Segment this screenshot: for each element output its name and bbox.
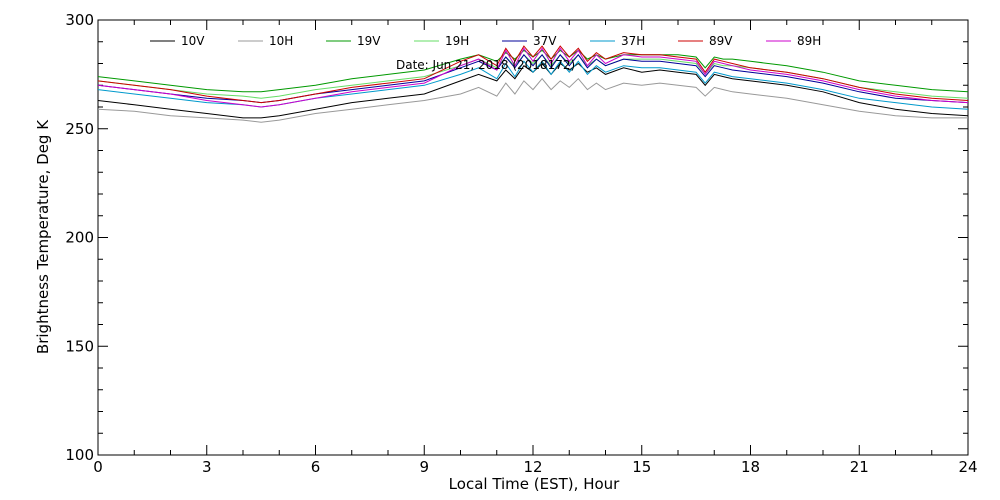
x-tick-label: 0 bbox=[93, 458, 103, 476]
legend-label-10h: 10H bbox=[269, 34, 293, 48]
date-annotation: Date: Jun 21, 2018 (2018172) bbox=[396, 58, 575, 72]
series-line-10h bbox=[97, 77, 968, 123]
y-tick-label: 200 bbox=[65, 229, 94, 247]
legend-label-19h: 19H bbox=[445, 34, 469, 48]
legend-label-10v: 10V bbox=[181, 34, 205, 48]
series-lines bbox=[97, 45, 969, 123]
x-tick-label: 6 bbox=[311, 458, 321, 476]
legend-label-89v: 89V bbox=[709, 34, 733, 48]
legend-label-19v: 19V bbox=[357, 34, 381, 48]
y-tick-label: 250 bbox=[65, 120, 94, 138]
x-tick-label: 15 bbox=[632, 458, 651, 476]
series-line-19v bbox=[97, 49, 969, 93]
y-axis-title: Brightness Temperature, Deg K bbox=[34, 119, 52, 354]
legend: 10V 10H 19V 19H 37V 37H 89V 89H bbox=[150, 34, 821, 48]
x-tick-label: 24 bbox=[958, 458, 977, 476]
axis-ticks: 0 3 6 9 12 15 18 21 24 100 150 200 250 300 bbox=[65, 11, 977, 476]
series-line-89h bbox=[97, 47, 969, 108]
legend-label-37v: 37V bbox=[533, 34, 557, 48]
x-tick-label: 9 bbox=[419, 458, 429, 476]
x-tick-label: 21 bbox=[850, 458, 869, 476]
plot-frame bbox=[97, 19, 969, 456]
legend-label-89h: 89H bbox=[797, 34, 821, 48]
x-tick-label: 18 bbox=[741, 458, 760, 476]
x-tick-label: 3 bbox=[202, 458, 212, 476]
y-tick-label: 300 bbox=[65, 11, 94, 29]
series-line-89v bbox=[97, 45, 969, 104]
y-tick-label: 100 bbox=[65, 446, 94, 464]
legend-label-37h: 37H bbox=[621, 34, 645, 48]
x-axis-title: Local Time (EST), Hour bbox=[449, 475, 620, 493]
y-tick-label: 150 bbox=[65, 337, 94, 355]
x-tick-label: 12 bbox=[523, 458, 542, 476]
